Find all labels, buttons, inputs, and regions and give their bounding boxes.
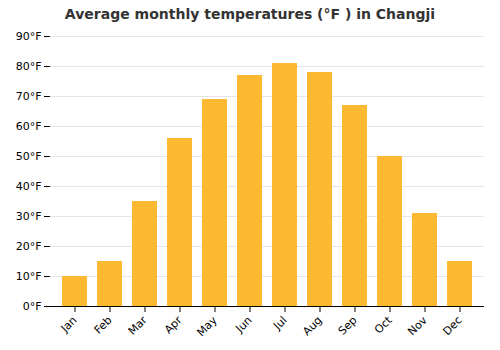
svg-text:80°F: 80°F — [16, 60, 42, 73]
svg-text:Mar: Mar — [126, 313, 150, 337]
svg-text:Feb: Feb — [92, 314, 115, 337]
svg-text:40°F: 40°F — [16, 180, 42, 193]
svg-text:May: May — [194, 313, 220, 339]
svg-text:Jul: Jul — [270, 314, 289, 333]
svg-text:10°F: 10°F — [16, 270, 42, 283]
svg-text:Jun: Jun — [233, 314, 255, 336]
svg-text:0°F: 0°F — [23, 300, 42, 313]
svg-text:Sep: Sep — [336, 314, 360, 338]
svg-text:60°F: 60°F — [16, 120, 42, 133]
svg-text:Nov: Nov — [405, 313, 430, 338]
svg-text:90°F: 90°F — [16, 30, 42, 43]
svg-text:Dec: Dec — [440, 314, 464, 338]
html-text:Average monthly temperatures (: Average monthly temperatures (°F ) in Ch… — [64, 6, 436, 22]
svg-text:Jan: Jan — [58, 314, 80, 336]
svg-text:30°F: 30°F — [16, 210, 42, 223]
svg-text:20°F: 20°F — [16, 240, 42, 253]
svg-text:50°F: 50°F — [16, 150, 42, 163]
svg-text:Apr: Apr — [162, 313, 185, 336]
svg-text:Aug: Aug — [300, 314, 324, 338]
svg-text:70°F: 70°F — [16, 90, 42, 103]
svg-text:Oct: Oct — [372, 313, 395, 336]
